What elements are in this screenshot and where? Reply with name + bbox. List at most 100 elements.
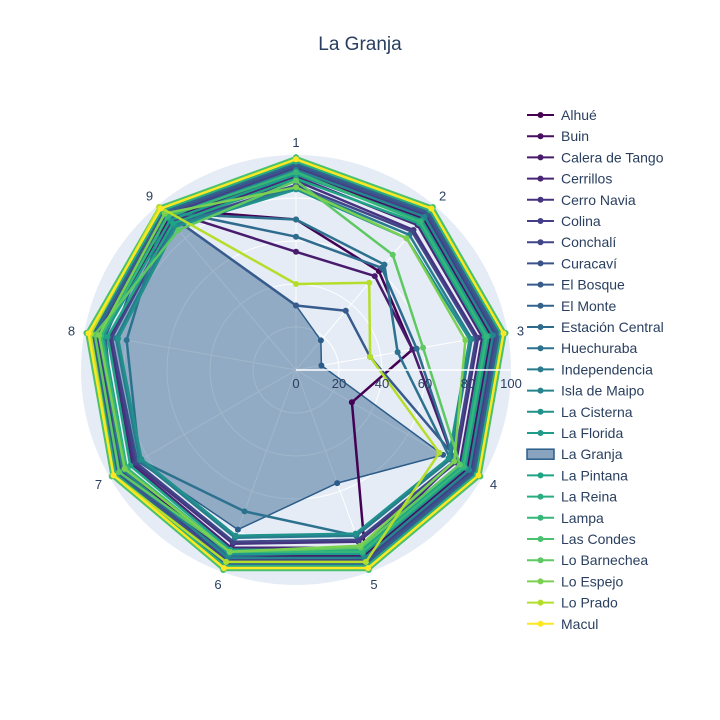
legend-swatch-marker xyxy=(537,260,544,267)
legend-label: La Reina xyxy=(561,489,617,505)
legend-item-el-monte[interactable]: El Monte xyxy=(527,298,616,314)
series-point xyxy=(293,281,299,287)
angular-label-5: 5 xyxy=(370,577,377,592)
angular-label-2: 2 xyxy=(439,188,446,203)
series-line xyxy=(87,158,505,570)
legend[interactable]: Alhué Buin Calera de Tango Cerrillos Cerro N… xyxy=(526,107,664,632)
series-point xyxy=(226,548,233,555)
series-point xyxy=(500,330,507,337)
legend-item-calera-de-tango[interactable]: Calera de Tango xyxy=(527,149,664,165)
legend-swatch-marker xyxy=(537,324,544,330)
legend-swatch-marker xyxy=(537,620,544,627)
series-point xyxy=(413,345,420,352)
legend-label: La Pintana xyxy=(561,467,628,483)
legend-swatch-marker xyxy=(537,239,544,246)
legend-item-conchal-[interactable]: Conchalí xyxy=(527,234,616,250)
legend-swatch-marker xyxy=(537,366,544,373)
series-line xyxy=(85,155,507,572)
grid-spoke-9 xyxy=(157,204,297,371)
legend-item-isla-de-maipo[interactable]: Isla de Maipo xyxy=(527,383,644,399)
legend-item-independencia[interactable]: Independencia xyxy=(527,361,653,377)
radial-tick-labels: 0 20 40 60 80 100 xyxy=(292,369,522,391)
series-point xyxy=(366,279,373,286)
series-line xyxy=(125,212,452,537)
legend-label: Lo Espejo xyxy=(561,573,623,589)
angular-label-9: 9 xyxy=(146,188,153,203)
angular-label-6: 6 xyxy=(214,577,221,592)
legend-item-lo-prado[interactable]: Lo Prado xyxy=(527,595,618,611)
series-line xyxy=(89,160,503,568)
series-point xyxy=(483,333,490,340)
series-point xyxy=(121,465,128,472)
legend-label: La Cisterna xyxy=(561,404,633,420)
legend-label: Alhué xyxy=(561,107,597,123)
series-point xyxy=(403,235,410,242)
series-point xyxy=(223,558,230,565)
legend-label: Estación Central xyxy=(561,319,664,335)
series-point xyxy=(138,456,145,463)
legend-swatch-marker xyxy=(537,408,544,415)
legend-item-curacav-[interactable]: Curacaví xyxy=(527,255,617,271)
series-point xyxy=(456,461,463,468)
legend-label: Cerrillos xyxy=(561,171,612,187)
legend-label: El Monte xyxy=(561,298,616,314)
series-point xyxy=(317,337,324,344)
legend-item-lampa[interactable]: Lampa xyxy=(527,510,604,526)
series-point xyxy=(85,330,92,337)
series-point xyxy=(420,344,427,351)
series-point xyxy=(417,218,424,225)
legend-item-la-granja[interactable]: La Granja xyxy=(526,446,623,462)
series-line xyxy=(102,173,490,556)
legend-label: Curacaví xyxy=(561,255,617,271)
legend-item-la-cisterna[interactable]: La Cisterna xyxy=(527,404,633,420)
legend-swatch-marker xyxy=(537,430,544,436)
legend-label: Lampa xyxy=(561,510,604,526)
legend-swatch-marker xyxy=(537,302,544,309)
legend-item-la-reina[interactable]: La Reina xyxy=(527,489,617,505)
series-point xyxy=(352,530,359,537)
series-lo-espejo[interactable] xyxy=(96,184,469,555)
series-point xyxy=(318,362,325,369)
series-macul[interactable] xyxy=(85,156,507,571)
legend-item-las-condes[interactable]: Las Condes xyxy=(527,531,636,547)
series-point xyxy=(293,156,299,163)
legend-item-la-pintana[interactable]: La Pintana xyxy=(527,467,628,483)
series-point xyxy=(170,220,177,227)
legend-item-macul[interactable]: Macul xyxy=(527,616,598,632)
legend-item-cerrillos[interactable]: Cerrillos xyxy=(527,171,612,187)
series-point xyxy=(462,337,469,344)
legend-item-lo-barnechea[interactable]: Lo Barnechea xyxy=(527,552,648,568)
series-point xyxy=(334,480,341,487)
series-line xyxy=(97,186,467,554)
series-point xyxy=(371,273,378,280)
legend-item-la-florida[interactable]: La Florida xyxy=(527,425,623,441)
series-point xyxy=(428,205,435,212)
legend-swatch-marker xyxy=(537,175,544,182)
legend-item-cerro-navia[interactable]: Cerro Navia xyxy=(527,192,636,208)
angular-axis-labels: 1 2 3 4 5 6 7 8 9 xyxy=(68,135,524,592)
legend-item-estaci-n-central[interactable]: Estación Central xyxy=(527,319,664,335)
legend-label: Cerro Navia xyxy=(561,192,636,208)
series-point xyxy=(232,532,239,539)
legend-swatch-marker xyxy=(537,514,544,521)
series-point xyxy=(123,337,130,344)
legend-item-huechuraba[interactable]: Huechuraba xyxy=(527,340,637,356)
radial-tick-80: 80 xyxy=(461,376,475,391)
legend-item-lo-espejo[interactable]: Lo Espejo xyxy=(527,573,623,589)
legend-swatch-marker xyxy=(537,133,544,140)
series-point xyxy=(116,469,123,476)
legend-label: La Granja xyxy=(561,446,623,462)
legend-item-alhu-[interactable]: Alhué xyxy=(527,107,597,123)
series-point xyxy=(293,177,299,184)
series-point xyxy=(293,169,299,176)
radial-tick-40: 40 xyxy=(375,376,389,391)
legend-label: Independencia xyxy=(561,361,653,377)
series-point xyxy=(293,184,299,191)
legend-swatch-marker xyxy=(537,196,544,203)
legend-item-el-bosque[interactable]: El Bosque xyxy=(527,277,625,293)
radial-tick-20: 20 xyxy=(332,376,346,391)
legend-item-buin[interactable]: Buin xyxy=(527,128,589,144)
legend-item-colina[interactable]: Colina xyxy=(527,213,601,229)
series-point xyxy=(342,307,349,314)
legend-swatch xyxy=(526,448,555,460)
